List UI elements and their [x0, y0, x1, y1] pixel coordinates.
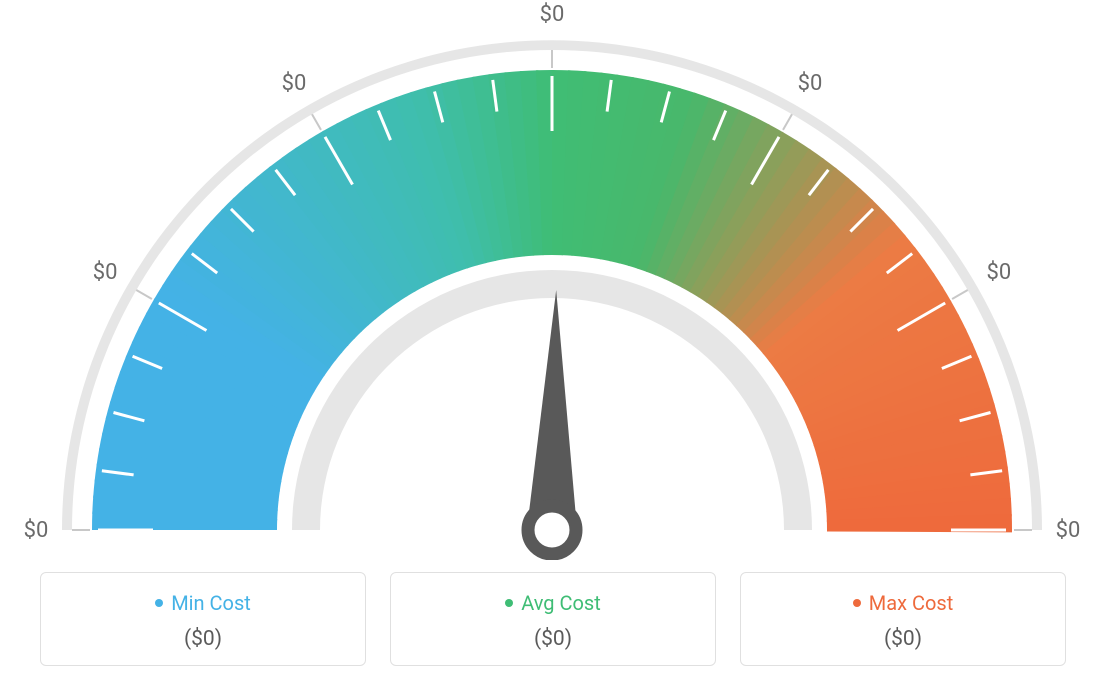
legend-value: ($0) [753, 627, 1053, 651]
legend-label: Min Cost [171, 591, 251, 615]
gauge-tick-label: $0 [798, 71, 823, 96]
legend-card: Avg Cost ($0) [390, 572, 716, 666]
legend-value: ($0) [53, 627, 353, 651]
legend-label: Avg Cost [521, 591, 601, 615]
gauge-tick-label: $0 [282, 71, 307, 96]
gauge-tick-label: $0 [987, 260, 1012, 285]
legend-card: Max Cost ($0) [740, 572, 1066, 666]
gauge-tick-label: $0 [93, 260, 118, 285]
cost-gauge-container: $0$0$0$0$0$0$0 Min Cost($0)Avg Cost($0)M… [0, 0, 1104, 690]
legend-dot [505, 599, 513, 607]
gauge-hub [528, 506, 576, 554]
gauge-tick-label: $0 [24, 518, 49, 543]
legend-dot [155, 599, 163, 607]
legend-row: Min Cost ($0) Avg Cost ($0) Max Cost ($0) [40, 572, 1066, 666]
gauge-chart: $0 $0 $0 $0 $0 $0 $0 [0, 0, 1104, 560]
legend-card: Min Cost ($0) [40, 572, 366, 666]
gauge-needle [526, 290, 577, 535]
legend-value: ($0) [403, 627, 703, 651]
gauge-tick-label: $0 [540, 2, 565, 27]
legend-dot [853, 599, 861, 607]
legend-label: Max Cost [869, 591, 954, 615]
gauge-tick-label: $0 [1056, 518, 1081, 543]
